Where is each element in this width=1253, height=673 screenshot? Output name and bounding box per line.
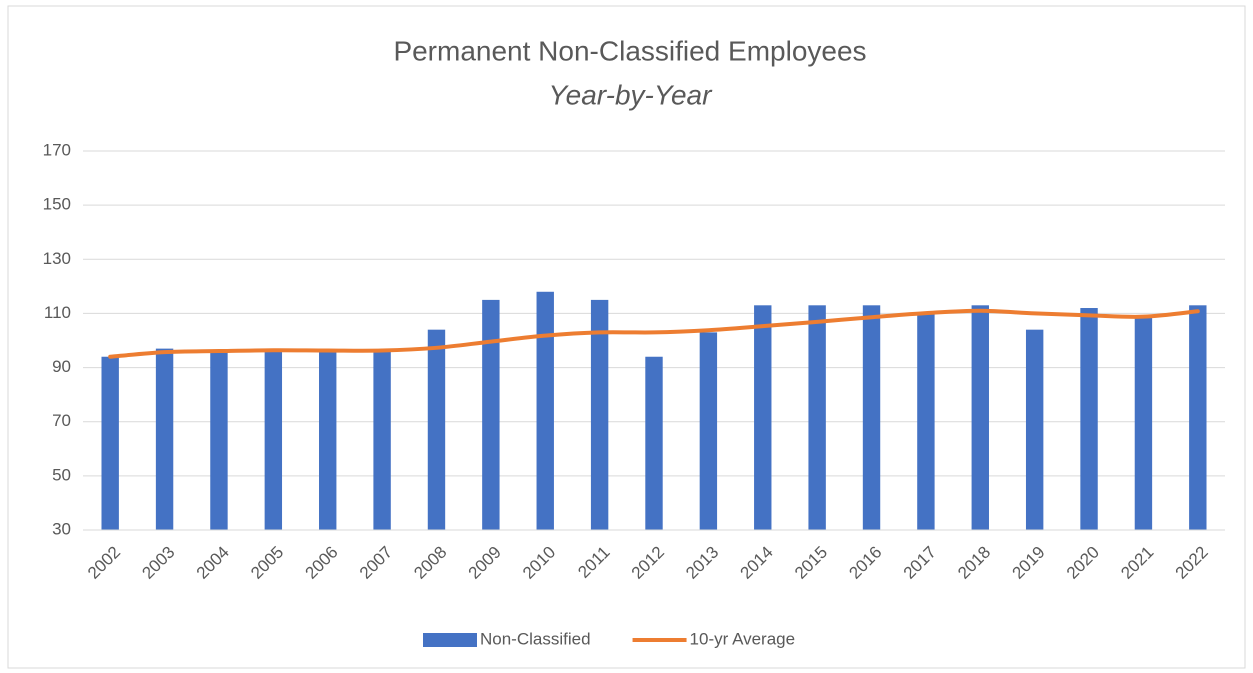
chart-subtitle: Year-by-Year (549, 79, 714, 110)
bar (590, 299, 609, 530)
y-tick-label: 70 (52, 411, 71, 430)
legend-label: 10-yr Average (690, 629, 796, 648)
y-tick-label: 90 (52, 357, 71, 376)
bar (101, 356, 119, 530)
y-tick-label: 50 (52, 465, 71, 484)
bar (319, 351, 337, 530)
bar (1189, 305, 1207, 530)
bar (536, 291, 554, 530)
legend-swatch (423, 633, 477, 647)
y-tick-label: 110 (44, 303, 71, 322)
bar (373, 351, 391, 530)
bar (862, 305, 881, 530)
y-tick-label: 30 (52, 519, 71, 538)
bar (482, 299, 500, 530)
bar (427, 329, 446, 530)
bar (971, 305, 989, 530)
legend-label: Non-Classified (480, 629, 591, 648)
y-tick-label: 130 (43, 249, 71, 268)
bar (155, 348, 174, 530)
line (108, 308, 1200, 359)
chart-title: Permanent Non-Classified Employees (393, 35, 866, 66)
bar (210, 351, 228, 530)
y-tick-label: 170 (43, 140, 71, 159)
bar (1080, 308, 1098, 530)
y-tick-label: 150 (43, 195, 71, 214)
bar (808, 305, 826, 530)
bar (1134, 316, 1153, 530)
bar (699, 332, 718, 530)
bar (264, 351, 283, 530)
bar (645, 356, 663, 530)
bar (754, 305, 772, 530)
bar (1025, 329, 1044, 530)
bar (917, 313, 935, 530)
